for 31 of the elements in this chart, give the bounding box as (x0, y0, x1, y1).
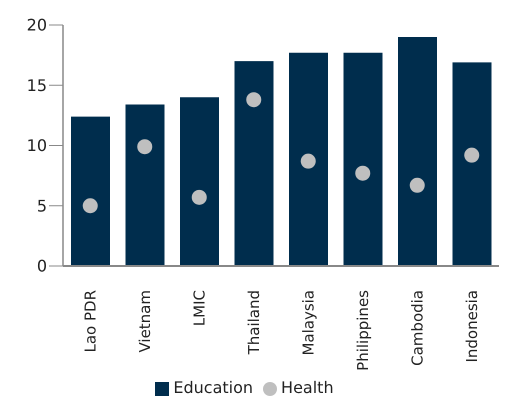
y-tick-label: 15 (26, 76, 47, 95)
x-tick-label: Malaysia (299, 290, 318, 356)
x-tick-label: Philippines (354, 290, 372, 371)
y-tick-label: 10 (26, 136, 47, 156)
bar (398, 37, 437, 266)
point (464, 148, 480, 163)
bar (180, 97, 219, 266)
x-tick-label: Indonesia (462, 290, 481, 363)
point (355, 166, 370, 181)
bar (289, 52, 328, 266)
x-tick-label: Cambodia (408, 290, 426, 366)
legend-label: Health (281, 378, 334, 397)
bar (126, 104, 164, 266)
x-tick-label: Thailand (244, 290, 263, 356)
bar (234, 61, 274, 266)
point (300, 154, 316, 169)
point (192, 190, 207, 205)
legend-label: Education (173, 378, 254, 397)
bar (344, 52, 382, 266)
x-tick-label: LMIC (190, 290, 208, 326)
y-tick-label: 0 (36, 256, 47, 276)
x-tick-label: Vietnam (136, 290, 154, 353)
point (137, 139, 152, 154)
y-tick-label: 5 (36, 196, 47, 216)
point (410, 178, 425, 193)
y-tick-label: 20 (26, 16, 47, 35)
bar (71, 116, 110, 266)
x-tick-label: Lao PDR (81, 290, 100, 353)
point (82, 198, 98, 214)
bar (452, 62, 492, 266)
point (246, 92, 262, 108)
